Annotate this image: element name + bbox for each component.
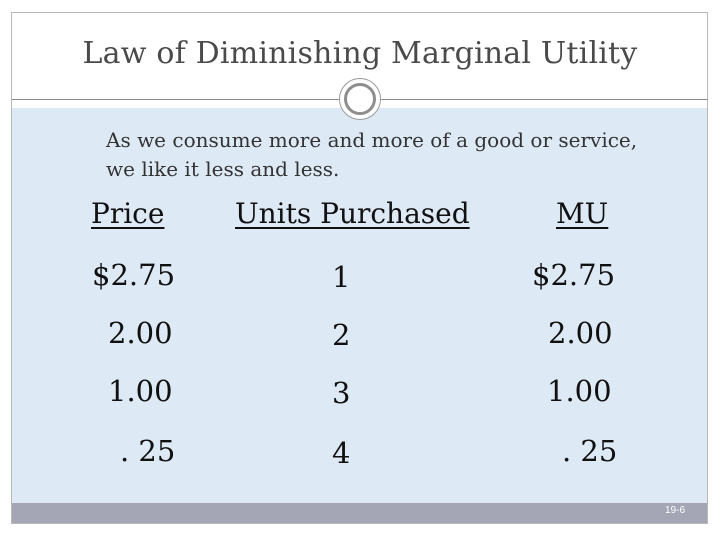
table-cell-mu: 1.00: [547, 374, 612, 408]
table-cell-mu: . 25: [562, 434, 618, 468]
table-cell-price: . 25: [120, 434, 176, 468]
table-cell-units: 1: [332, 260, 351, 294]
table-cell-units: 3: [332, 376, 351, 410]
intro-text: As we consume more and more of a good or…: [106, 126, 686, 184]
table-cell-units: 2: [332, 318, 351, 352]
content-panel: [12, 108, 707, 503]
circle-ornament-inner: [344, 83, 376, 115]
table-cell-mu: $2.75: [532, 258, 616, 292]
header-price: Price: [91, 197, 165, 230]
header-units-purchased: Units Purchased: [235, 197, 470, 230]
table-cell-units: 4: [332, 436, 351, 470]
slide-number: 19-6: [664, 505, 685, 516]
table-cell-price: $2.75: [92, 258, 176, 292]
footer-bar: [12, 503, 707, 523]
table-cell-price: 2.00: [108, 316, 173, 350]
table-cell-price: 1.00: [108, 374, 173, 408]
table-cell-mu: 2.00: [548, 316, 613, 350]
circle-ornament-icon: [339, 78, 381, 120]
intro-line-1: As we consume more and more of a good or…: [106, 128, 638, 152]
header-mu: MU: [556, 197, 609, 230]
slide-title: Law of Diminishing Marginal Utility: [82, 36, 638, 71]
intro-line-2: we like it less and less.: [106, 157, 340, 181]
